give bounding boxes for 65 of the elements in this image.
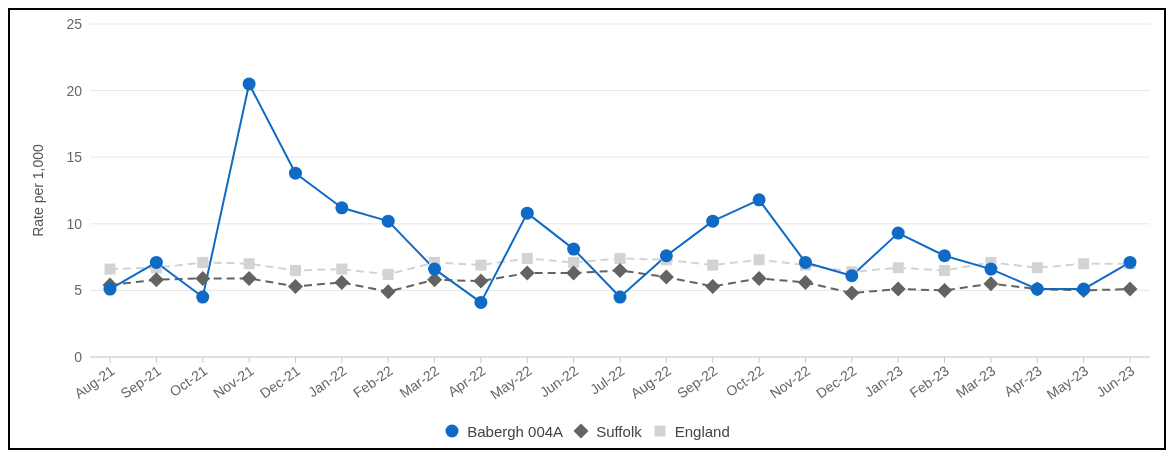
point xyxy=(983,276,999,292)
point xyxy=(567,242,581,256)
point xyxy=(798,255,812,269)
point xyxy=(612,262,628,278)
legend-label: England xyxy=(673,421,730,442)
y-axis-title: Rate per 1,000 xyxy=(29,143,46,237)
point xyxy=(705,278,721,294)
point xyxy=(984,262,998,276)
point xyxy=(197,256,209,268)
point xyxy=(103,282,117,296)
point xyxy=(475,259,487,271)
y-tick-label: 15 xyxy=(66,149,83,166)
point xyxy=(473,273,489,289)
point xyxy=(336,263,348,275)
y-tick-label: 10 xyxy=(66,215,83,232)
point xyxy=(797,274,813,290)
y-tick-label: 20 xyxy=(66,82,83,99)
point xyxy=(938,249,952,263)
point xyxy=(195,270,211,286)
point xyxy=(380,284,396,300)
point xyxy=(288,166,302,180)
y-tick-label: 25 xyxy=(66,15,83,32)
point xyxy=(753,254,765,266)
y-tick-label: 0 xyxy=(74,348,83,365)
point xyxy=(243,258,255,270)
point xyxy=(474,295,488,309)
point xyxy=(149,255,163,269)
y-tick-label: 5 xyxy=(74,282,83,299)
point xyxy=(614,252,626,264)
point xyxy=(382,268,394,280)
point xyxy=(428,262,442,276)
point xyxy=(1031,262,1043,274)
point xyxy=(752,193,766,207)
point xyxy=(242,77,256,91)
point xyxy=(658,269,674,285)
point xyxy=(613,290,627,304)
point xyxy=(104,263,116,275)
point xyxy=(241,270,257,286)
point xyxy=(659,249,673,263)
point xyxy=(287,278,303,294)
point xyxy=(937,282,953,298)
point xyxy=(939,264,951,276)
point xyxy=(892,262,904,274)
point xyxy=(844,285,860,301)
point xyxy=(707,259,719,271)
point xyxy=(334,274,350,290)
point xyxy=(289,264,301,276)
point xyxy=(148,272,164,288)
legend-label: Babergh 004A xyxy=(466,421,564,442)
legend-label: Suffolk xyxy=(595,421,642,442)
point xyxy=(520,206,534,220)
point xyxy=(891,226,905,240)
point xyxy=(751,270,767,286)
point xyxy=(521,252,533,264)
point xyxy=(335,201,349,215)
point xyxy=(1122,281,1138,297)
point xyxy=(706,214,720,228)
point xyxy=(890,281,906,297)
point xyxy=(519,265,535,281)
point xyxy=(381,214,395,228)
point xyxy=(566,265,582,281)
point xyxy=(845,269,859,283)
point xyxy=(196,290,210,304)
point xyxy=(568,256,580,268)
point xyxy=(1078,258,1090,270)
